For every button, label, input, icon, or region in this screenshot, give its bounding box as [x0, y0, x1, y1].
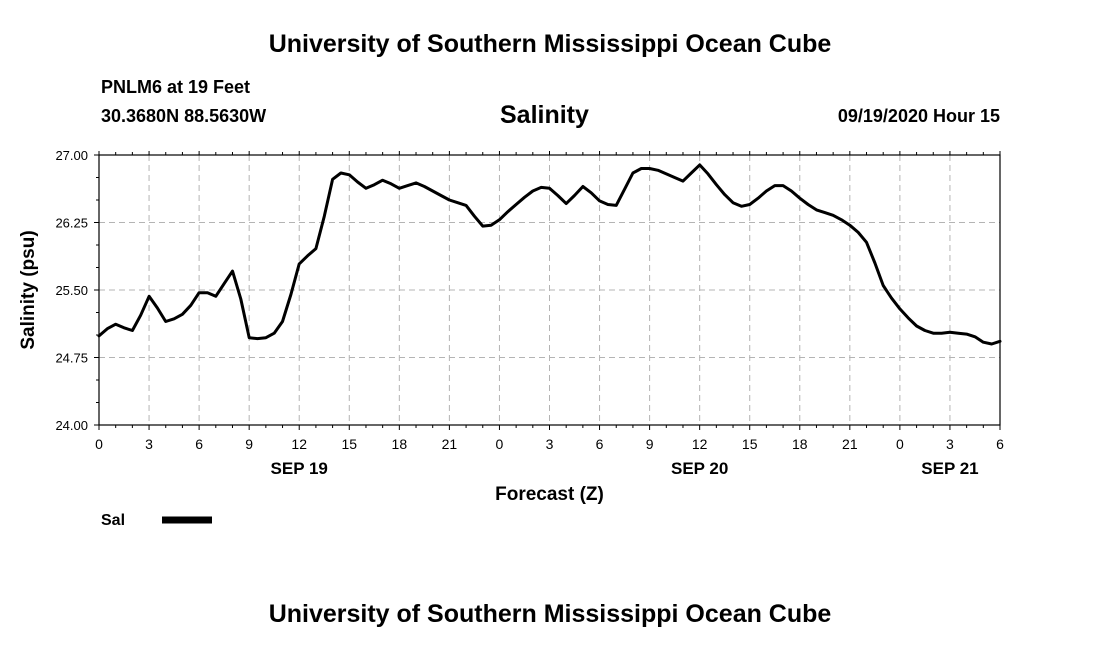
station-name: PNLM6 at 19 Feet: [101, 77, 251, 97]
y-tick-label: 25.50: [55, 283, 88, 298]
x-tick-label: 3: [145, 436, 153, 452]
forecast-timestamp: 09/19/2020 Hour 15: [837, 106, 1000, 126]
x-tick-label: 21: [442, 436, 458, 452]
x-tick-label: 15: [742, 436, 758, 452]
x-axis-label: Forecast (Z): [495, 484, 604, 505]
y-axis-label: Salinity (psu): [18, 230, 39, 349]
y-tick-label: 27.00: [55, 148, 88, 163]
station-coordinates: 30.3680N 88.5630W: [101, 106, 267, 126]
series-line-sal: [97, 163, 1002, 346]
y-tick-label: 24.00: [55, 418, 88, 433]
x-tick-label: 0: [95, 436, 103, 452]
x-tick-label: 15: [341, 436, 357, 452]
date-label: SEP 19: [271, 459, 328, 478]
x-tick-label: 9: [245, 436, 253, 452]
legend-label: Sal: [101, 512, 125, 529]
variable-title: Salinity: [500, 101, 589, 129]
x-tick-label: 12: [692, 436, 708, 452]
x-tick-label: 0: [496, 436, 504, 452]
x-tick-label: 18: [792, 436, 808, 452]
y-tick-label: 26.25: [55, 216, 88, 231]
x-tick-label: 3: [546, 436, 554, 452]
footer-title: University of Southern Mississippi Ocean…: [268, 600, 832, 628]
x-tick-label: 6: [996, 436, 1004, 452]
main-title: University of Southern Mississippi Ocean…: [268, 30, 832, 58]
x-tick-label: 21: [842, 436, 858, 452]
x-tick-label: 12: [291, 436, 307, 452]
y-tick-label: 24.75: [55, 351, 88, 366]
x-tick-label: 6: [596, 436, 604, 452]
date-label: SEP 21: [921, 459, 978, 478]
x-tick-label: 0: [896, 436, 904, 452]
x-tick-label: 3: [946, 436, 954, 452]
x-tick-label: 6: [195, 436, 203, 452]
date-label: SEP 20: [671, 459, 728, 478]
x-tick-label: 9: [646, 436, 654, 452]
x-tick-label: 18: [392, 436, 408, 452]
